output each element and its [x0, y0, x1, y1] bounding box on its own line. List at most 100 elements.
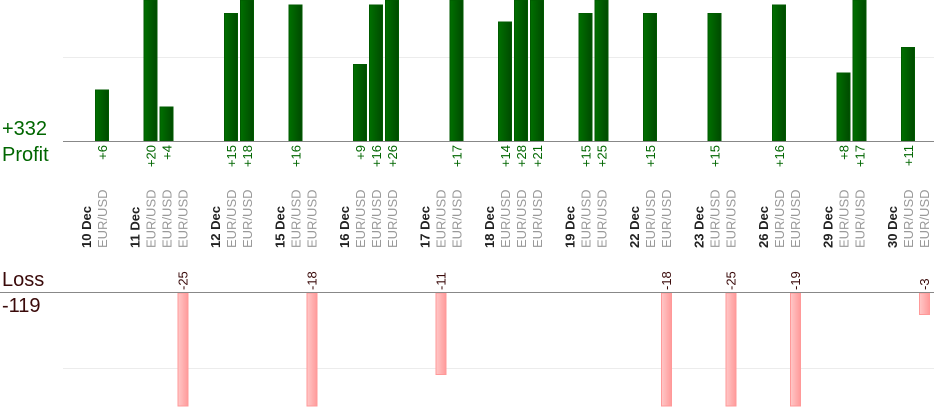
loss-bar: [919, 292, 930, 315]
pair-label: EUR/USD: [643, 189, 658, 248]
profit-value-label: +20: [144, 145, 159, 167]
profit-value-label: +21: [530, 145, 545, 167]
pair-label: EUR/USD: [95, 189, 110, 248]
pair-label: EUR/USD: [724, 189, 739, 248]
pair-label: EUR/USD: [530, 189, 545, 248]
profit-bar: [836, 72, 851, 142]
pair-label: EUR/USD: [514, 189, 529, 248]
profit-bar: [498, 21, 512, 142]
profit-label: Profit: [2, 144, 49, 166]
pair-label: EUR/USD: [434, 189, 449, 248]
date-label: 19 Dec: [563, 206, 578, 248]
date-label: 18 Dec: [482, 206, 497, 248]
pair-label: EUR/USD: [176, 189, 191, 248]
profit-value-label: +15: [579, 145, 594, 167]
loss-total: -119: [2, 295, 41, 317]
profit-bar: [514, 0, 528, 142]
date-label: 15 Dec: [273, 206, 288, 248]
pair-label: EUR/USD: [772, 189, 787, 248]
pair-label: EUR/USD: [305, 189, 320, 248]
profit-bar: [643, 13, 657, 142]
date-label: 12 Dec: [208, 206, 223, 248]
profit-bar: [901, 47, 915, 142]
pair-label: EUR/USD: [450, 189, 465, 248]
pair-label: EUR/USD: [385, 189, 400, 248]
pair-label: EUR/USD: [353, 189, 368, 248]
profit-value-label: +6: [95, 145, 110, 160]
pair-label: EUR/USD: [917, 189, 932, 248]
profit-value-label: +26: [385, 145, 400, 167]
pair-label: EUR/USD: [240, 189, 255, 248]
date-label: 11 Dec: [128, 207, 143, 248]
profit-value-label: +11: [901, 145, 916, 166]
loss-bar: [725, 292, 737, 407]
profit-bar: [369, 4, 383, 142]
date-label: 16 Dec: [337, 206, 352, 248]
profit-total: +332: [2, 118, 48, 140]
profit-value-label: +17: [853, 145, 868, 167]
loss-bar: [661, 292, 672, 407]
profit-value-label: +25: [595, 145, 610, 167]
profit-value-label: +8: [837, 145, 852, 160]
profit-value-label: +18: [240, 145, 255, 167]
loss-value-label: -18: [659, 271, 674, 290]
date-label: 23 Dec: [692, 206, 707, 248]
pair-label: EUR/USD: [901, 189, 916, 248]
date-label: 30 Dec: [885, 206, 900, 248]
pair-label: EUR/USD: [144, 189, 159, 248]
date-label: 29 Dec: [821, 206, 836, 248]
date-label: 10 Dec: [79, 206, 94, 248]
profit-bar: [95, 89, 109, 142]
pair-label: EUR/USD: [837, 189, 852, 248]
pair-label: EUR/USD: [853, 189, 868, 248]
pair-label: EUR/USD: [160, 189, 175, 248]
loss-value-label: -19: [788, 271, 803, 290]
loss-value-label: -25: [176, 271, 191, 290]
profit-bar: [449, 0, 464, 142]
profit-value-label: +15: [708, 145, 723, 167]
profit-value-label: +16: [369, 145, 384, 167]
pair-label: EUR/USD: [579, 189, 594, 248]
profit-value-label: +16: [772, 145, 787, 167]
profit-value-label: +9: [353, 145, 368, 160]
pair-label: EUR/USD: [595, 189, 610, 248]
profit-bar: [288, 4, 303, 142]
profit-bar: [530, 0, 544, 142]
loss-bar: [177, 292, 189, 407]
loss-value-label: -25: [724, 271, 739, 290]
profit-value-label: +4: [160, 145, 175, 160]
profit-bar: [143, 0, 158, 142]
loss-value-label: -18: [305, 271, 320, 290]
profit-value-label: +16: [289, 145, 304, 167]
loss-value-label: -3: [917, 278, 932, 290]
loss-bar: [435, 292, 447, 375]
profit-bar: [578, 13, 593, 142]
profit-bar: [385, 0, 399, 142]
pair-label: EUR/USD: [659, 189, 674, 248]
profit-bar: [353, 64, 367, 142]
pair-label: EUR/USD: [289, 189, 304, 248]
loss-bar: [306, 292, 318, 407]
profit-value-label: +14: [498, 145, 513, 167]
pair-label: EUR/USD: [369, 189, 384, 248]
profit-bar: [159, 106, 174, 142]
pair-label: EUR/USD: [224, 189, 239, 248]
profit-bar: [224, 13, 238, 142]
profit-bar: [772, 4, 786, 142]
pair-label: EUR/USD: [708, 189, 723, 248]
profit-value-label: +17: [450, 145, 465, 167]
date-label: 17 Dec: [418, 206, 433, 248]
profit-bar: [240, 0, 254, 142]
profit-value-label: +28: [514, 145, 529, 167]
loss-bar: [790, 292, 801, 407]
profit-bar: [594, 0, 609, 142]
profit-value-label: +15: [643, 145, 658, 167]
loss-label: Loss: [2, 269, 45, 291]
pair-label: EUR/USD: [498, 189, 513, 248]
profit-bar: [852, 0, 867, 142]
date-label: 26 Dec: [756, 206, 771, 248]
pair-label: EUR/USD: [788, 189, 803, 248]
profit-bar: [707, 13, 722, 142]
date-label: 22 Dec: [627, 206, 642, 248]
